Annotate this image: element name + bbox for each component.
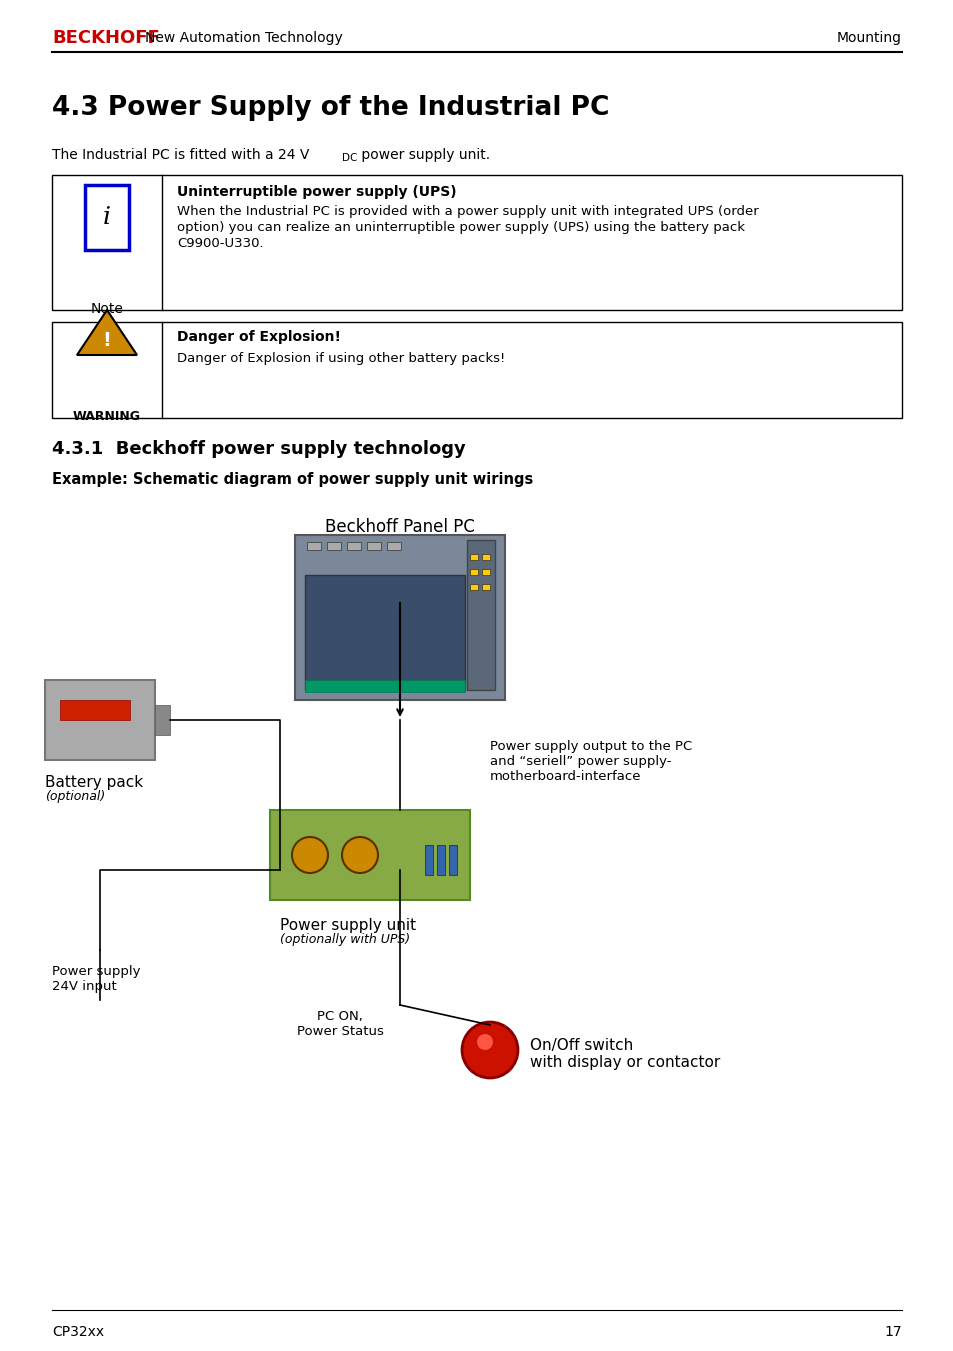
Text: Power supply unit: Power supply unit bbox=[280, 917, 416, 934]
Text: Example: Schematic diagram of power supply unit wirings: Example: Schematic diagram of power supp… bbox=[52, 471, 533, 486]
Bar bbox=[470, 554, 477, 561]
Text: (optionally with UPS): (optionally with UPS) bbox=[280, 934, 410, 946]
Bar bbox=[60, 700, 130, 720]
Bar bbox=[52, 322, 901, 417]
Text: New Automation Technology: New Automation Technology bbox=[145, 31, 342, 45]
Text: i: i bbox=[103, 207, 111, 230]
Polygon shape bbox=[77, 309, 137, 355]
Text: Power supply output to the PC
and “seriell” power supply-
motherboard-interface: Power supply output to the PC and “serie… bbox=[490, 740, 692, 784]
Circle shape bbox=[476, 1034, 493, 1050]
Text: 4.3 Power Supply of the Industrial PC: 4.3 Power Supply of the Industrial PC bbox=[52, 95, 609, 122]
Text: Beckhoff Panel PC: Beckhoff Panel PC bbox=[325, 517, 475, 536]
Text: Power supply: Power supply bbox=[52, 965, 140, 978]
Text: (optional): (optional) bbox=[45, 790, 105, 802]
Bar bbox=[307, 542, 320, 550]
Bar bbox=[387, 542, 400, 550]
Text: power supply unit.: power supply unit. bbox=[356, 149, 490, 162]
Text: 17: 17 bbox=[883, 1325, 901, 1339]
Text: !: ! bbox=[103, 331, 112, 350]
FancyBboxPatch shape bbox=[467, 540, 495, 690]
Text: The Industrial PC is fitted with a 24 V: The Industrial PC is fitted with a 24 V bbox=[52, 149, 309, 162]
Bar bbox=[436, 844, 444, 875]
Bar bbox=[470, 584, 477, 590]
Bar bbox=[305, 680, 464, 692]
Bar bbox=[449, 844, 456, 875]
Text: option) you can realize an uninterruptible power supply (UPS) using the battery : option) you can realize an uninterruptib… bbox=[177, 222, 744, 234]
FancyBboxPatch shape bbox=[305, 576, 464, 690]
Text: DC: DC bbox=[341, 153, 357, 163]
Bar bbox=[52, 176, 901, 309]
Text: 4.3.1  Beckhoff power supply technology: 4.3.1 Beckhoff power supply technology bbox=[52, 440, 465, 458]
FancyBboxPatch shape bbox=[270, 811, 470, 900]
Text: Note: Note bbox=[91, 303, 123, 316]
Circle shape bbox=[341, 838, 377, 873]
Text: PC ON,
Power Status: PC ON, Power Status bbox=[296, 1011, 383, 1038]
Bar bbox=[424, 844, 433, 875]
Text: On/Off switch
with display or contactor: On/Off switch with display or contactor bbox=[530, 1038, 720, 1070]
Bar bbox=[481, 584, 490, 590]
Bar bbox=[367, 542, 380, 550]
Bar bbox=[154, 705, 170, 735]
Circle shape bbox=[461, 1021, 517, 1078]
Bar bbox=[347, 542, 360, 550]
Text: Mounting: Mounting bbox=[836, 31, 901, 45]
Text: WARNING: WARNING bbox=[73, 409, 141, 423]
Bar bbox=[327, 542, 340, 550]
Text: Danger of Explosion!: Danger of Explosion! bbox=[177, 330, 340, 345]
Circle shape bbox=[292, 838, 328, 873]
FancyBboxPatch shape bbox=[294, 535, 504, 700]
Text: Danger of Explosion if using other battery packs!: Danger of Explosion if using other batte… bbox=[177, 353, 505, 365]
Text: Uninterruptible power supply (UPS): Uninterruptible power supply (UPS) bbox=[177, 185, 456, 199]
Text: Battery pack: Battery pack bbox=[45, 775, 143, 790]
Bar bbox=[481, 554, 490, 561]
Text: BECKHOFF: BECKHOFF bbox=[52, 28, 159, 47]
Text: CP32xx: CP32xx bbox=[52, 1325, 104, 1339]
Bar bbox=[470, 569, 477, 576]
Text: C9900-U330.: C9900-U330. bbox=[177, 236, 263, 250]
FancyBboxPatch shape bbox=[85, 185, 129, 250]
Text: When the Industrial PC is provided with a power supply unit with integrated UPS : When the Industrial PC is provided with … bbox=[177, 205, 758, 218]
Text: 24V input: 24V input bbox=[52, 979, 116, 993]
Bar bbox=[481, 569, 490, 576]
FancyBboxPatch shape bbox=[45, 680, 154, 761]
